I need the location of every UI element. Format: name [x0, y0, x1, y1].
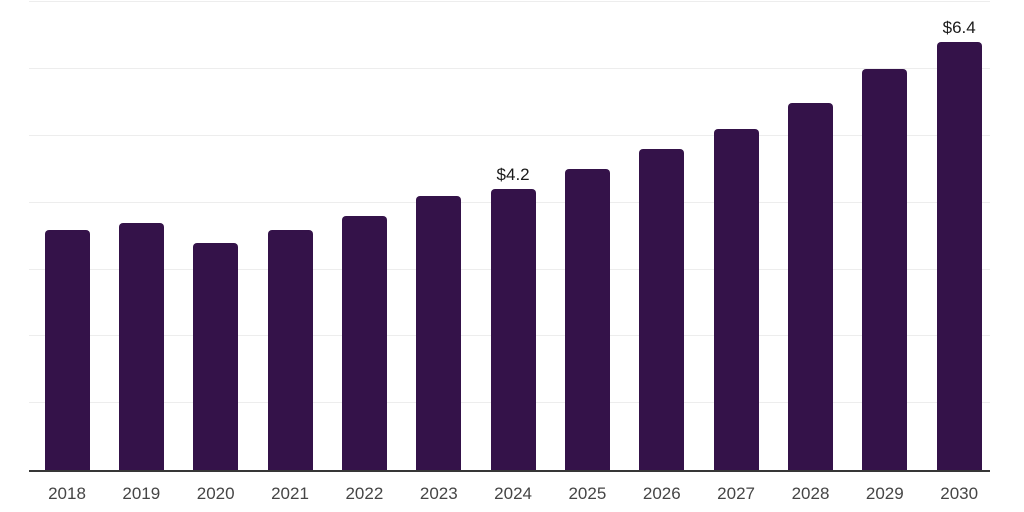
x-tick-label-2029: 2029 [865, 484, 904, 503]
bar-value-label-2030: $6.4 [942, 18, 976, 38]
x-tick-label-2028: 2028 [791, 484, 830, 503]
bar-2021 [267, 229, 313, 470]
x-tick-label-2023: 2023 [419, 484, 458, 503]
bar-2020 [193, 242, 239, 470]
bar-2023 [416, 196, 462, 470]
bar-2027 [713, 129, 759, 470]
bar-2024 [490, 189, 536, 470]
bar-2025 [564, 169, 610, 470]
x-tick-label-2026: 2026 [642, 484, 681, 503]
x-tick-label-2027: 2027 [717, 484, 755, 503]
bar-2028 [788, 102, 833, 470]
x-tick-label-2019: 2019 [122, 484, 161, 503]
bar-value-label-2024: $4.2 [496, 165, 530, 185]
x-tick-label-2022: 2022 [345, 484, 384, 503]
x-tick-label-2024: 2024 [494, 484, 532, 503]
x-axis-line [29, 470, 990, 472]
x-tick-label-2020: 2020 [196, 484, 235, 503]
bar-2018 [44, 229, 90, 470]
x-tick-label-2025: 2025 [568, 484, 607, 503]
bar-2029 [862, 69, 908, 470]
x-tick-label-2021: 2021 [271, 484, 309, 503]
gridline-7 [29, 1, 990, 3]
x-tick-label-2018: 2018 [48, 484, 86, 503]
x-tick-label-2030: 2030 [940, 484, 979, 503]
gridline-5 [29, 134, 990, 136]
bar-2022 [341, 216, 387, 470]
bar-2026 [639, 149, 685, 470]
bar-2030 [936, 42, 982, 470]
gridline-6 [29, 68, 990, 70]
plot-area: $4.2 $6.4 [29, 0, 990, 470]
bar-2019 [118, 222, 164, 470]
